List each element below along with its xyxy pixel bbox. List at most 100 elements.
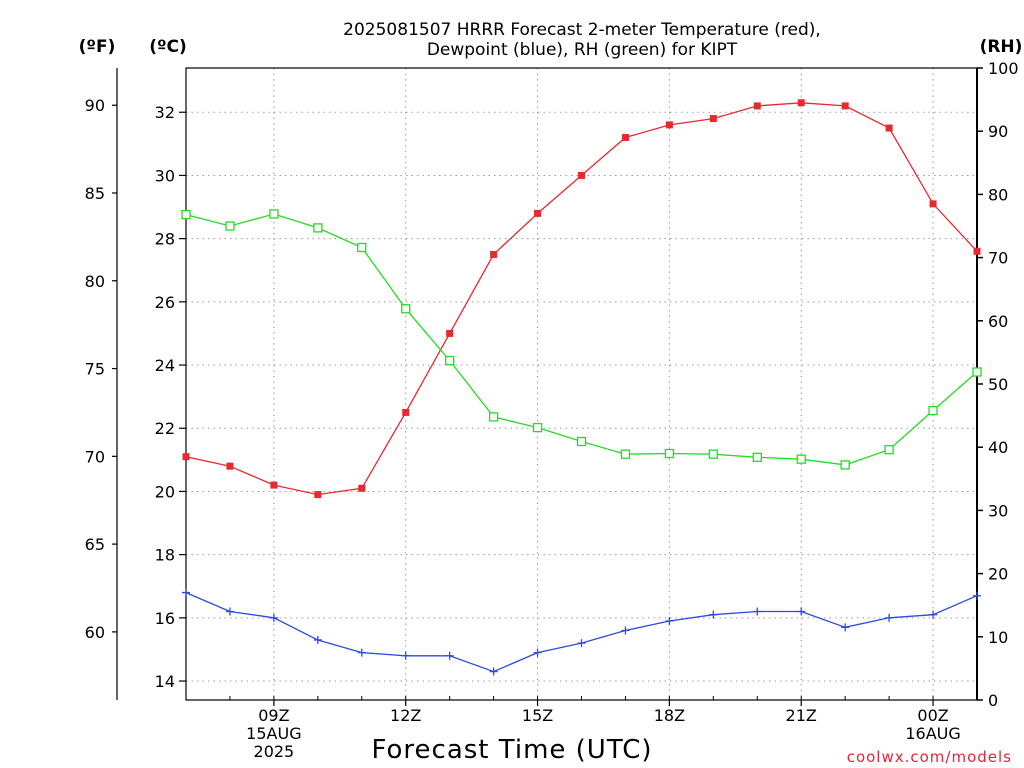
rh-tick-label: 90 xyxy=(988,122,1008,141)
dewpoint-point xyxy=(665,617,674,625)
temperature-line xyxy=(185,102,978,496)
celsius-tick-label: 14 xyxy=(155,672,175,691)
rh-point xyxy=(445,355,455,366)
x-tick-label: 18Z xyxy=(654,706,685,725)
dewpoint-point xyxy=(357,648,366,657)
rh-point xyxy=(181,209,191,220)
celsius-tick-label: 20 xyxy=(155,482,175,501)
rh-unit-label: (RH) xyxy=(980,37,1023,57)
rh-point xyxy=(884,445,894,455)
celsius-unit-label: (ºC) xyxy=(149,37,187,57)
celsius-tick-label: 30 xyxy=(155,166,175,185)
celsius-tick-label: 26 xyxy=(155,293,175,312)
data-series xyxy=(181,99,982,676)
rh-point xyxy=(972,367,982,377)
axes: 14 16 18 20 22 24 26 28 30 32 60 65 70 75 80 85 90 0 10 20 3… xyxy=(85,59,1019,710)
rh-point xyxy=(269,209,279,219)
dewpoint-point xyxy=(225,607,234,616)
rh-point xyxy=(488,412,499,422)
rh-tick-label: 10 xyxy=(988,628,1008,647)
rh-point xyxy=(620,449,631,459)
x-tick-label: 21Z xyxy=(786,706,817,725)
celsius-tick-label: 28 xyxy=(155,230,175,249)
dewpoint-point xyxy=(313,635,322,644)
plot-frame xyxy=(185,67,978,701)
dewpoint-point xyxy=(182,588,190,597)
rh-point xyxy=(313,223,323,233)
dewpoint-point xyxy=(973,591,981,600)
temperature-point xyxy=(182,453,190,461)
celsius-tick-label: 16 xyxy=(155,609,175,628)
chart-title-line-1: 2025081507 HRRR Forecast 2-meter Tempera… xyxy=(343,20,821,40)
credit-text: coolwx.com/models xyxy=(847,748,1012,766)
fahrenheit-tick-label: 75 xyxy=(85,360,105,379)
temperature-point xyxy=(973,247,981,255)
temperature-point xyxy=(885,124,893,132)
rh-tick-label: 70 xyxy=(988,249,1008,268)
dewpoint-point xyxy=(489,667,498,676)
rh-tick-label: 60 xyxy=(988,312,1008,331)
rh-point xyxy=(225,221,235,231)
x-tick-label: 2025 xyxy=(254,742,295,761)
temperature-point xyxy=(841,102,849,110)
fahrenheit-tick-label: 65 xyxy=(85,535,105,554)
fahrenheit-tick-label: 60 xyxy=(85,623,105,642)
x-tick-label: 00Z xyxy=(917,706,948,725)
temperature-point xyxy=(709,115,717,123)
dewpoint-point xyxy=(797,607,806,616)
dewpoint-line xyxy=(185,592,978,673)
celsius-tick-label: 32 xyxy=(155,103,175,122)
rh-point xyxy=(532,422,543,433)
fahrenheit-tick-label: 90 xyxy=(85,96,105,115)
dewpoint-point xyxy=(269,613,278,622)
rh-tick-label: 0 xyxy=(988,691,998,710)
temperature-point xyxy=(490,250,498,258)
dewpoint-point xyxy=(401,651,410,660)
rh-point xyxy=(576,436,587,447)
chart-title-line-2: Dewpoint (blue), RH (green) for KIPT xyxy=(427,40,738,60)
rh-tick-label: 50 xyxy=(988,375,1008,394)
dewpoint-point xyxy=(841,623,850,632)
temperature-series xyxy=(182,99,981,499)
rh-point xyxy=(752,452,762,462)
x-axis-label: Forecast Time (UTC) xyxy=(371,735,652,765)
celsius-tick-label: 18 xyxy=(155,546,175,565)
grid-lines xyxy=(186,68,977,700)
rh-tick-label: 80 xyxy=(988,185,1008,204)
rh-point xyxy=(708,449,718,459)
temperature-point xyxy=(270,481,278,489)
rh-point xyxy=(840,460,850,470)
temperature-point xyxy=(534,209,542,217)
temperature-point xyxy=(226,462,234,470)
fahrenheit-tick-label: 80 xyxy=(85,272,105,291)
temperature-point xyxy=(929,200,937,208)
dewpoint-point xyxy=(445,651,454,660)
dewpoint-series xyxy=(182,588,981,676)
x-tick-label: 15AUG xyxy=(246,724,301,743)
rh-point xyxy=(796,454,806,464)
x-tick-label: 12Z xyxy=(390,706,421,725)
rh-point xyxy=(664,448,675,459)
dewpoint-point xyxy=(533,648,542,657)
celsius-tick-label: 24 xyxy=(155,356,175,375)
fahrenheit-unit-label: (ºF) xyxy=(79,37,116,57)
rh-tick-label: 40 xyxy=(988,438,1008,457)
temperature-point xyxy=(753,102,761,110)
rh-point xyxy=(357,242,367,253)
temperature-point xyxy=(797,99,805,107)
rh-tick-label: 30 xyxy=(988,501,1008,520)
x-tick-label: 15Z xyxy=(522,706,553,725)
dewpoint-point xyxy=(929,610,938,619)
dewpoint-point xyxy=(621,626,630,635)
celsius-tick-label: 22 xyxy=(155,419,175,438)
dewpoint-point xyxy=(885,613,894,622)
fahrenheit-tick-label: 85 xyxy=(85,184,105,203)
rh-series xyxy=(181,209,982,470)
rh-line xyxy=(185,213,978,466)
rh-point xyxy=(928,405,938,416)
rh-tick-label: 20 xyxy=(988,565,1008,584)
rh-point xyxy=(401,304,411,314)
x-tick-label: 09Z xyxy=(258,706,289,725)
